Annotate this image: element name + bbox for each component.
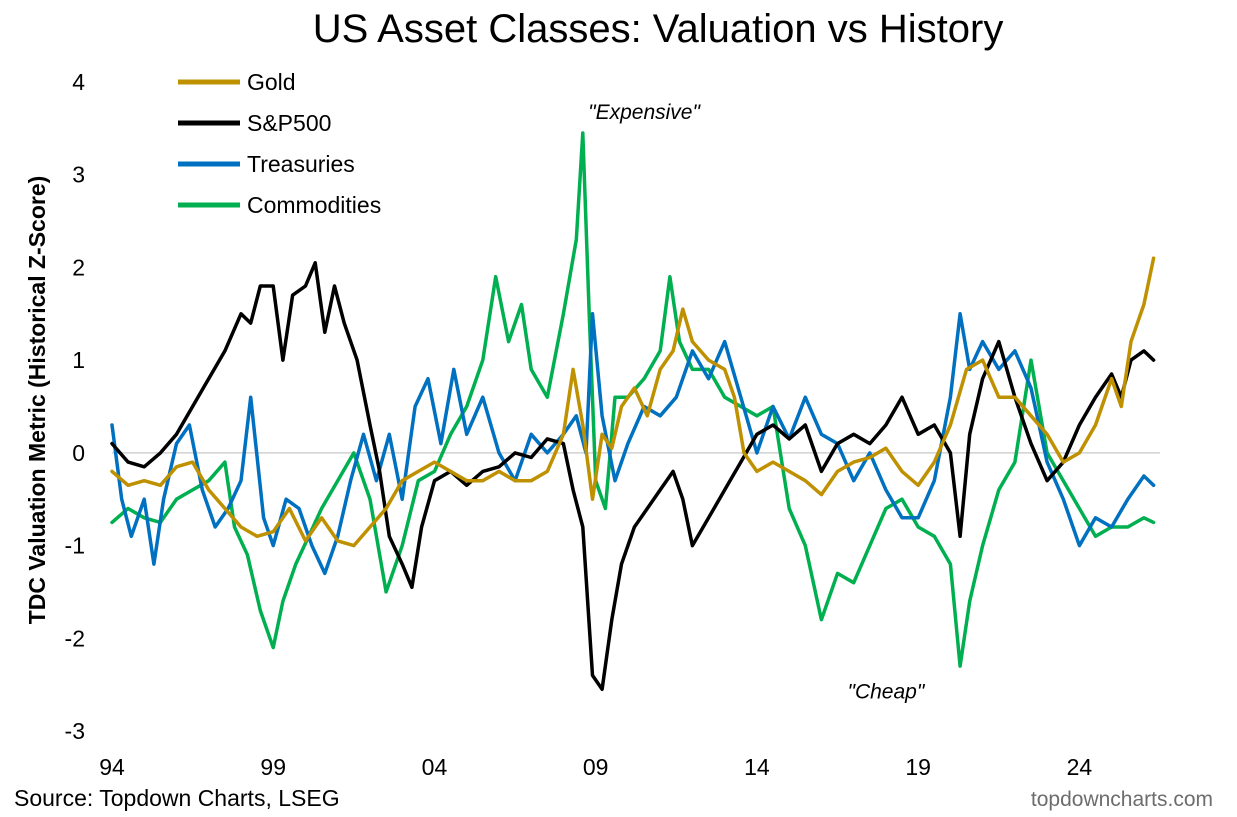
series-layer (110, 131, 1156, 692)
y-tick-label: 4 (72, 69, 85, 95)
x-tick-label: 94 (99, 754, 125, 780)
y-axis-ticks: -3 -2 -1 0 1 2 3 4 (65, 69, 86, 744)
legend-label: Commodities (247, 192, 381, 218)
series-line-gold (110, 256, 1156, 548)
x-tick-label: 99 (260, 754, 286, 780)
legend-label: S&P500 (247, 110, 331, 136)
annotation-label: "Cheap" (848, 681, 926, 704)
y-tick-label: 2 (72, 254, 85, 280)
series-line-s-p500 (110, 261, 1156, 692)
x-tick-label: 19 (905, 754, 931, 780)
x-tick-label: 14 (744, 754, 770, 780)
brand-watermark: topdowncharts.com (1031, 788, 1213, 811)
y-axis-label: TDC Valuation Metric (Historical Z-Score… (24, 176, 50, 625)
y-tick-label: -2 (65, 625, 85, 651)
x-tick-label: 24 (1067, 754, 1093, 780)
series-line-treasuries (110, 312, 1156, 576)
x-tick-label: 04 (422, 754, 448, 780)
y-tick-label: 0 (72, 440, 85, 466)
y-tick-label: -3 (65, 718, 85, 744)
y-tick-label: 1 (72, 347, 85, 373)
legend-label: Treasuries (247, 151, 355, 177)
legend: Gold S&P500 Treasuries Commodities (178, 69, 381, 218)
source-note: Source: Topdown Charts, LSEG (14, 785, 340, 811)
annotation-label: "Expensive" (588, 101, 701, 124)
annotations: "Expensive" "Cheap" (588, 101, 926, 703)
x-axis-ticks: 94 99 04 09 14 19 24 (99, 754, 1092, 780)
y-tick-label: -1 (65, 533, 85, 559)
chart-title: US Asset Classes: Valuation vs History (313, 7, 1004, 51)
y-tick-label: 3 (72, 162, 85, 188)
x-tick-label: 09 (583, 754, 609, 780)
legend-label: Gold (247, 69, 296, 95)
